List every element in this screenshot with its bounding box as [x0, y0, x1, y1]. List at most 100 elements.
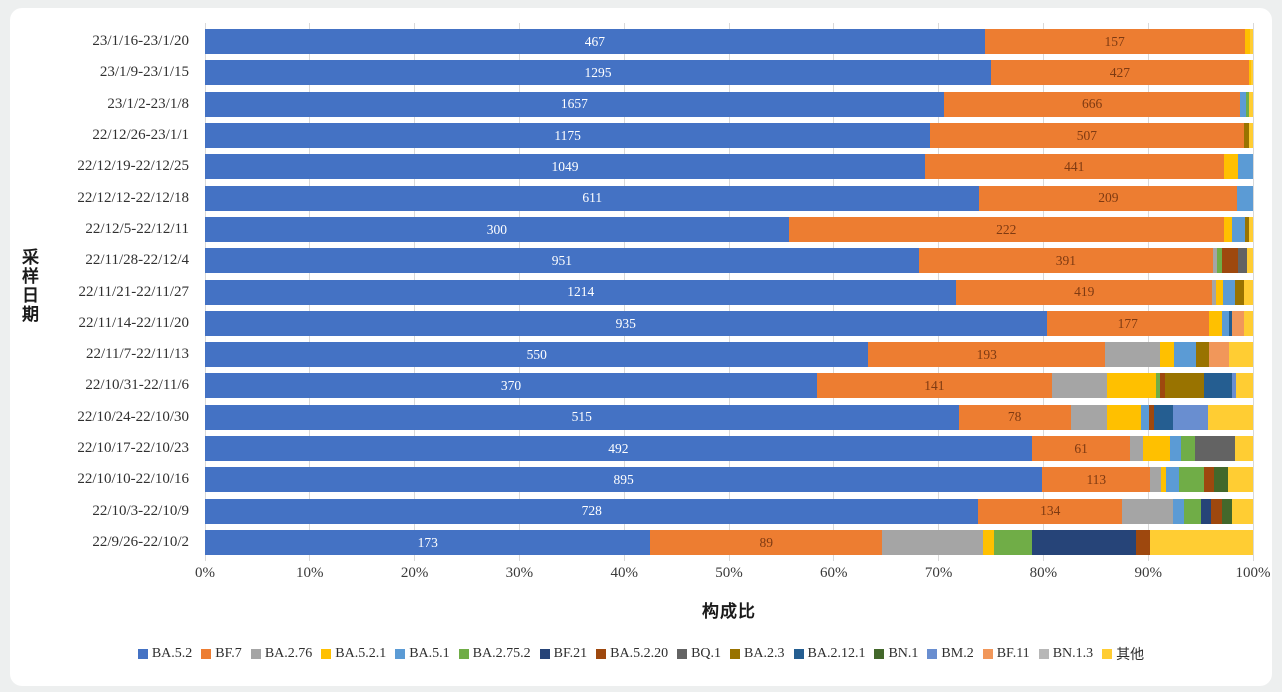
value-label: 157 [1104, 33, 1125, 49]
value-label: 391 [1055, 252, 1077, 268]
bar-row: 935 177 [205, 308, 1253, 339]
legend-item: BA.2.3 [730, 646, 785, 662]
bar-row: 550 193 [205, 339, 1253, 370]
bar-segment-其他 [1235, 436, 1253, 461]
bar-row: 492 61 [205, 433, 1253, 464]
plot-area: 467 157 1295 427 1657 666 1175 507 1049 441 611 209… [204, 23, 1254, 561]
bar-segment-BA.5.1 [1221, 310, 1229, 336]
value-label: 89 [759, 534, 773, 550]
value-label: 370 [500, 378, 522, 394]
bar-segment-BF.7: 209 [979, 185, 1238, 211]
stacked-bar: 1049 441 [205, 154, 1253, 180]
legend-swatch-icon [730, 649, 741, 659]
bar-segment-BA.5.2: 895 [205, 467, 1043, 493]
bar-segment-BA.5.1 [1174, 342, 1197, 368]
bar-segment-BA.5.2.1 [1208, 310, 1222, 336]
y-axis-label: 22/12/19-22/12/25 [77, 158, 189, 175]
bar-segment-BA.5.2.1 [1107, 373, 1156, 399]
legend-label: BA.2.3 [744, 646, 785, 661]
legend-item: 其他 [1102, 644, 1144, 664]
bar-segment-BA.2.75.2 [1178, 467, 1204, 493]
bar-segment-其他 [1231, 498, 1253, 524]
bar-segment-BA.5.2.1 [1244, 29, 1250, 55]
bar-segment-BQ.1 [1238, 248, 1247, 274]
legend-item: BA.5.2.20 [596, 646, 668, 662]
bar-segment-BN.1 [1221, 498, 1232, 524]
bar-segment-BA.5.2.20 [1203, 467, 1215, 493]
legend-label: BF.11 [996, 646, 1030, 661]
value-label: 300 [486, 221, 507, 237]
value-label: 419 [1074, 284, 1095, 300]
legend-label: BA.2.76 [264, 646, 313, 661]
stacked-bar: 935 177 [205, 310, 1253, 336]
bar-segment-BA.2.75.2 [994, 529, 1032, 555]
x-tick-label: 80% [1029, 565, 1058, 581]
x-tick-label: 90% [1134, 565, 1162, 581]
bar-segment-其他 [1248, 91, 1253, 117]
bar-segment-BA.5.2: 611 [205, 185, 980, 211]
bar-segment-其他 [1207, 404, 1253, 430]
value-label: 507 [1076, 127, 1097, 143]
bar-rows: 467 157 1295 427 1657 666 1175 507 1049 441 611 209… [205, 26, 1253, 558]
bar-segment-BA.5.2: 1214 [205, 279, 957, 305]
legend-item: BN.1.3 [1038, 646, 1094, 662]
bar-segment-BF.7: 78 [958, 404, 1071, 430]
y-axis-label: 22/10/3-22/10/9 [92, 502, 189, 519]
bar-row: 300 222 [205, 214, 1253, 245]
value-label: 666 [1081, 96, 1103, 112]
bar-segment-BA.2.3 [1243, 123, 1249, 149]
bar-segment-BA.5.1 [1170, 436, 1181, 461]
legend-item: BA.2.75.2 [458, 646, 531, 662]
x-tick-label: 40% [610, 565, 638, 581]
bar-segment-BA.5.2.20 [1211, 498, 1222, 524]
bar-segment-BA.5.2.1 [1142, 436, 1171, 461]
bar-segment-BQ.1 [1195, 436, 1236, 461]
bar-row: 1175 507 [205, 120, 1253, 151]
legend-label: BQ.1 [691, 646, 722, 661]
legend-swatch-icon [927, 649, 938, 659]
value-label: 134 [1040, 503, 1061, 519]
value-label: 113 [1086, 472, 1107, 488]
legend-swatch-icon [874, 649, 885, 659]
stacked-bar: 467 157 [205, 29, 1253, 55]
value-label: 467 [584, 33, 605, 49]
legend-swatch-icon [793, 649, 804, 659]
x-tick-label: 100% [1235, 565, 1271, 581]
y-axis-label: 22/12/12-22/12/18 [77, 189, 189, 206]
legend-swatch-icon [201, 649, 212, 659]
bar-segment-其他 [1243, 310, 1253, 336]
stacked-bar: 300 222 [205, 216, 1253, 242]
bar-segment-BF.7: 427 [991, 60, 1249, 86]
bar-segment-其他 [1248, 216, 1253, 242]
bar-row: 1214 419 [205, 276, 1253, 307]
bar-segment-BA.5.2: 492 [205, 436, 1032, 461]
bar-segment-BF.7: 89 [650, 529, 882, 555]
value-label: 728 [581, 503, 602, 519]
value-label: 141 [924, 378, 945, 394]
y-axis-label: 22/11/14-22/11/20 [78, 314, 189, 331]
stacked-bar: 1657 666 [205, 91, 1253, 117]
legend-swatch-icon [395, 649, 406, 659]
value-label: 951 [551, 252, 572, 268]
bar-segment-BF.7: 507 [930, 123, 1244, 149]
y-axis-label: 22/12/5-22/12/11 [85, 220, 189, 237]
bar-segment-BA.5.2.20 [1149, 404, 1155, 430]
legend-item: BF.21 [539, 646, 587, 662]
bar-segment-BA.2.75.2 [1245, 91, 1249, 117]
stacked-bar: 492 61 [205, 436, 1253, 461]
legend-swatch-icon [677, 649, 688, 659]
bar-row: 728 134 [205, 495, 1253, 526]
bar-segment-BA.2.76 [1051, 373, 1108, 399]
value-label: 1657 [560, 96, 588, 112]
bar-segment-BA.5.2: 1049 [205, 154, 925, 180]
bar-segment-BA.5.1 [1240, 91, 1246, 117]
x-axis-title: 构成比 [702, 602, 756, 621]
bar-segment-BA.5.2.1 [1159, 342, 1175, 368]
y-axis-label: 22/11/28-22/12/4 [85, 252, 189, 269]
bar-row: 173 89 [205, 527, 1253, 558]
bar-segment-其他 [1227, 467, 1253, 493]
legend-label: BN.1.3 [1052, 646, 1094, 661]
bar-segment-BF.7: 666 [943, 91, 1241, 117]
legend-label: BA.2.75.2 [472, 646, 531, 661]
bar-row: 895 113 [205, 464, 1253, 495]
